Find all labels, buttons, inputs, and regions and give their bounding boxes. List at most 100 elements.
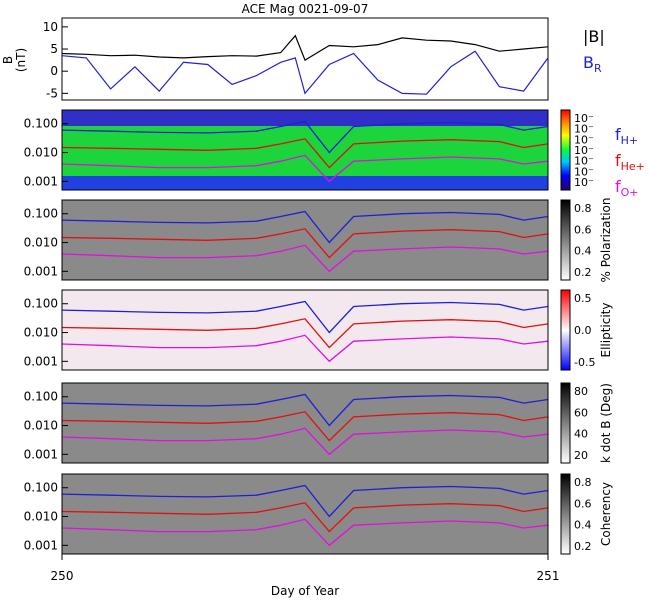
panel-2-cbar-tick: 0.2 [574,266,592,279]
panel-4-ytick-label: 0.100 [24,390,58,404]
legend-entry: fHe+ [615,151,645,173]
chart-title: ACE Mag 0021-09-07 [242,2,369,16]
panel-1-ytick-label: 0.010 [24,146,58,160]
legend-sub: O+ [621,186,639,199]
gyro-line-H+ [61,300,549,334]
panel-3-ytick-label: 0.001 [24,354,58,368]
panel-1-cbar-tick: 10⁻ [574,176,594,189]
legend-top: |B| BR [583,27,605,75]
panel-3-ytick-label: 0.100 [24,297,58,311]
gyro-line-O+ [61,334,549,363]
panel-3-cbar-tick: -0.5 [574,356,595,369]
panel-3-colorbar [560,289,571,371]
panel-2-ytick-label: 0.010 [24,236,58,250]
panel-2-colorbar [560,199,571,281]
panel-4-ytick-label: 0.010 [24,419,58,433]
panel-4-frame [61,382,549,464]
gyro-line-O+ [61,518,549,547]
legend-freq: fH+fHe+fO+ [615,125,645,199]
legend-label: f [615,151,621,170]
gyro-line-O+ [61,244,549,273]
panel-1-cbar-tick: 10⁻ [574,165,594,178]
panel-4-ytick-label: 0.001 [24,447,58,461]
legend-entry: fH+ [615,125,638,147]
spectrogram-panels: 0.1000.0100.00110⁻10⁻10⁻10⁻10⁻10⁻10⁻0.10… [24,109,613,555]
x-axis-ticks: 250 251 [51,554,560,583]
series-line-Bmag [61,34,549,61]
panel-3-ytick-label: 0.010 [24,326,58,340]
panel-5-cbar-tick: 0.8 [574,476,592,489]
gyro-line-He+ [61,228,549,259]
panel-1-band-low [62,176,548,190]
panel-5-cbar-tick: 0.2 [574,540,592,553]
panel-1-ytick-label: 0.100 [24,117,58,131]
panel-1-ytick-label: 0.001 [24,174,58,188]
panel-4-cbar-tick: 40 [574,428,588,441]
x-tick-label: 250 [51,569,74,583]
gyro-line-H+ [61,393,549,427]
legend-label: f [615,125,621,144]
panel-4-spectrogram: 0.100 0.010 0.001 80 60 40 20 k dot B (Deg) [24,382,613,464]
panel-0-y-ticks: 10 5 0 -5 [43,20,68,100]
gyro-line-He+ [61,138,549,169]
panel-3-cbar-tick: 0.5 [574,292,592,305]
panel-1-band-high [62,110,548,126]
legend-entry: BR [583,53,602,75]
panel-4-cbar-tick: 60 [574,406,588,419]
gyro-line-O+ [61,154,549,183]
panel-0-ytick-label: 0 [50,64,58,78]
panel-4-cbar-tick: 20 [574,449,588,462]
x-axis-label: Day of Year [271,584,339,598]
panel-2-cbar-tick: 0.8 [574,202,592,215]
panel-2-frame [61,199,549,281]
panel-1-cbar-tick: 10⁻ [574,112,594,125]
panel-3-cbar-label: Ellipticity [599,303,613,358]
panel-0-lines [61,34,549,95]
panel-5-colorbar [560,473,571,555]
panel-2-spectrogram: 0.100 0.010 0.001 0.8 0.6 0.4 0.2 % Polarizatio… [24,198,613,283]
panel-0-bfield: 10 5 0 -5 B (nT) [1,17,549,101]
panel-0-ytick-label: 10 [43,20,58,34]
legend-label: f [615,177,621,196]
panel-2-ytick-label: 0.001 [24,264,58,278]
legend-label: |B| [583,27,605,46]
panel-0-ytick-label: -5 [46,86,58,100]
gyro-line-He+ [61,411,549,442]
panel-5-ytick-label: 0.010 [24,510,58,524]
panel-2-cbar-tick: 0.4 [574,245,592,258]
x-tick-label: 251 [537,569,560,583]
panel-1-frame [61,109,549,191]
panel-0-ylabel: B [1,56,15,64]
panel-1-cbar-tick: 10⁻ [574,133,594,146]
gyro-line-H+ [61,484,549,518]
legend-sub: H+ [621,134,639,147]
panel-0-yunit: (nT) [14,48,28,72]
panel-5-ytick-label: 0.100 [24,481,58,495]
panel-2-cbar-tick: 0.6 [574,223,592,236]
panel-5-cbar-tick: 0.6 [574,497,592,510]
panel-1-colorbar [560,109,571,191]
panel-2-ytick-label: 0.100 [24,207,58,221]
panel-0-frame [61,17,549,101]
panel-5-ytick-label: 0.001 [24,538,58,552]
panel-1-cbar-tick: 10⁻ [574,155,594,168]
legend-sub: He+ [621,160,645,173]
legend-sub: R [594,62,602,75]
panel-1-cbar-tick: 10⁻ [574,123,594,136]
panel-4-colorbar [560,382,571,464]
panel-2-cbar-label: % Polarization [599,198,613,283]
panel-5-cbar-tick: 0.4 [574,519,592,532]
panel-5-spectrogram: 0.100 0.010 0.001 0.8 0.6 0.4 0.2 Coherency [24,473,613,555]
legend-entry: fO+ [615,177,639,199]
series-line-BR [61,50,549,95]
legend-entry: |B| [583,27,605,46]
panel-3-spectrogram: 0.100 0.010 0.001 0.5 0.0 -0.5 Ellipticity [24,289,613,371]
gyro-line-O+ [61,427,549,456]
panel-4-cbar-tick: 80 [574,385,588,398]
panel-1-cbar-tick: 10⁻ [574,144,594,157]
panel-3-cbar-tick: 0.0 [574,324,592,337]
gyro-line-He+ [61,318,549,349]
legend-label: B [583,53,594,72]
